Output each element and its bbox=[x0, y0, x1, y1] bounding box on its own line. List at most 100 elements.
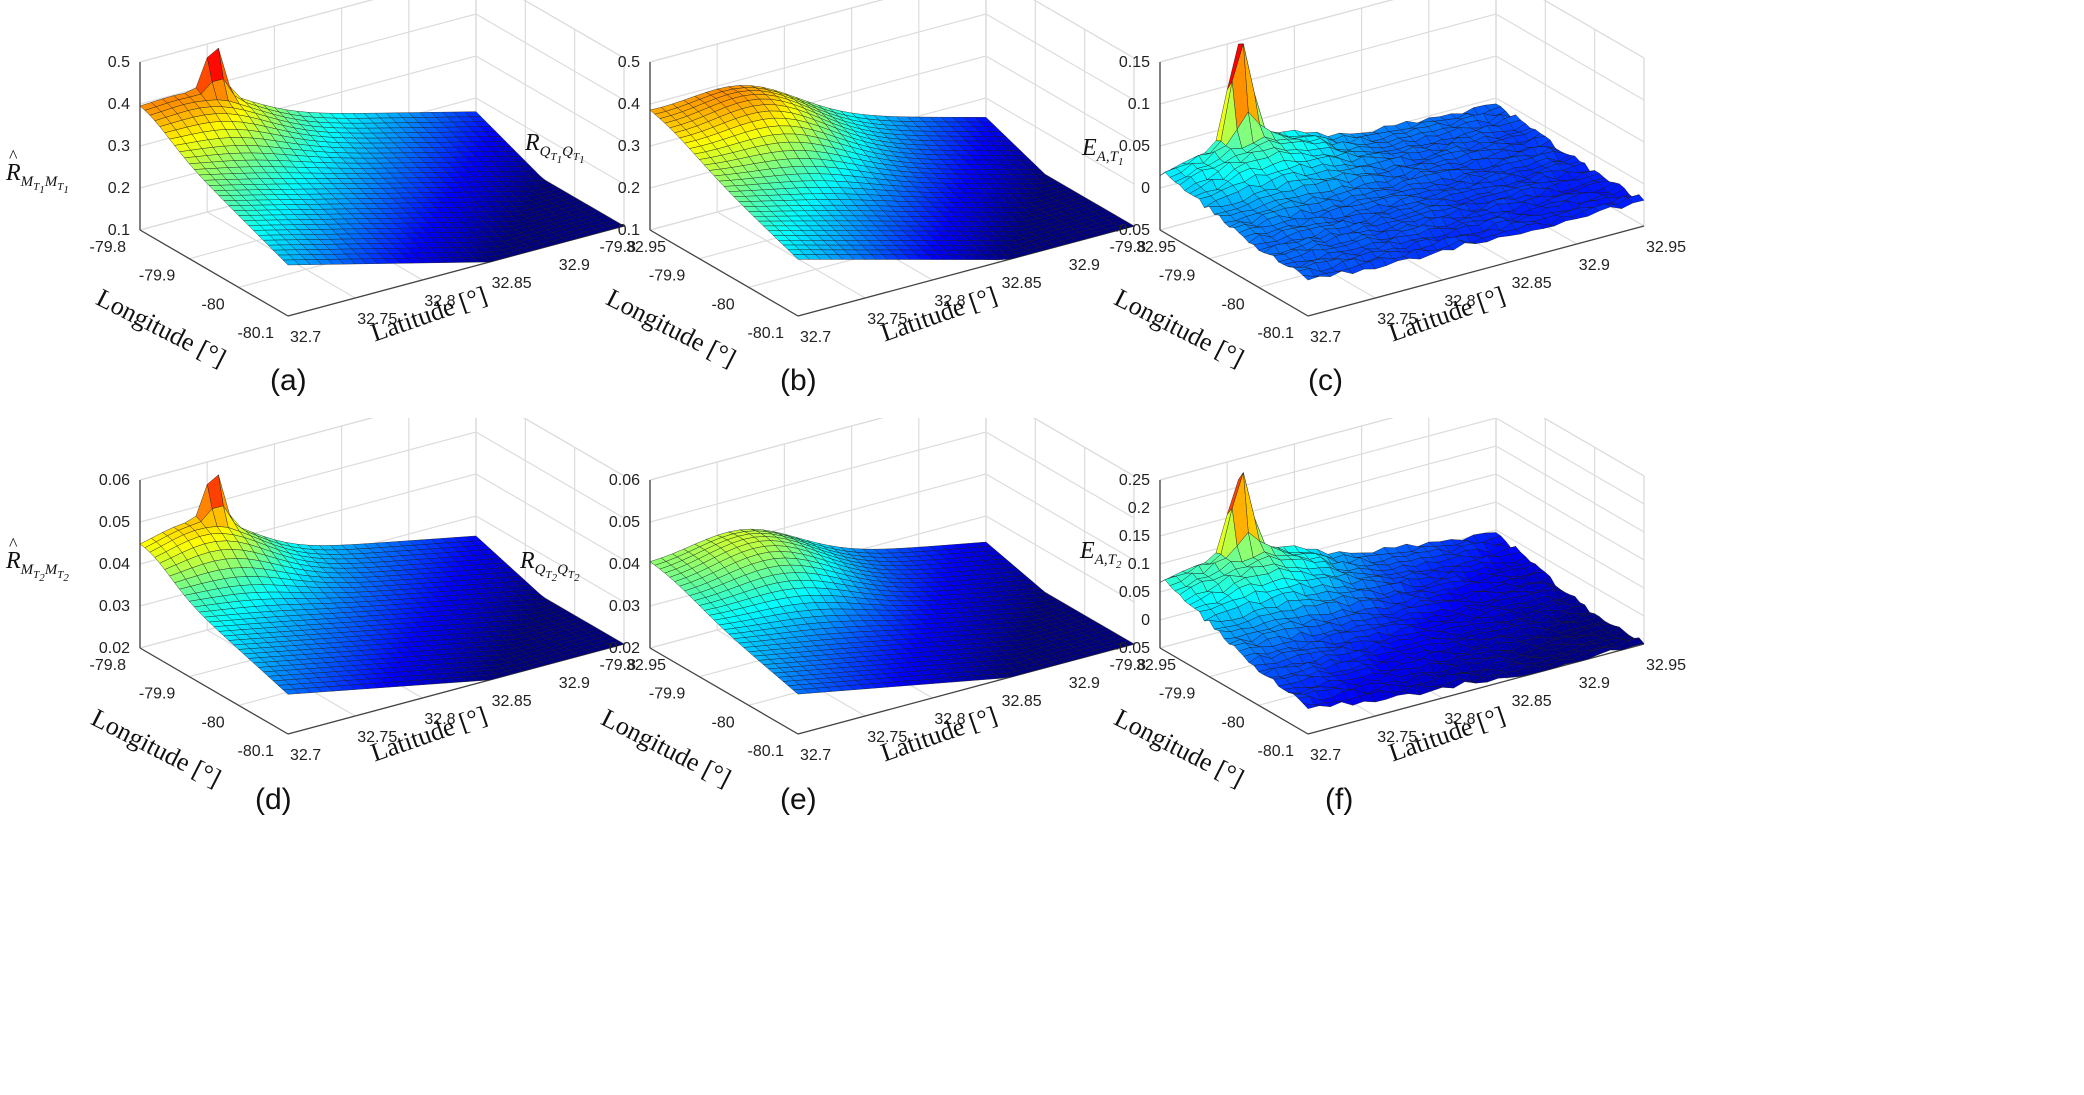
panel-c: -0.05 0 0.05 0.1 0.15 -79.8 -79.9 -80 -80.1 32.7 3… bbox=[1020, 0, 1700, 545]
ztick-label: 0.05 bbox=[609, 514, 640, 531]
ytick-label: 32.9 bbox=[1579, 257, 1610, 274]
pane-edge bbox=[1159, 418, 1394, 481]
xtick-label: -79.8 bbox=[90, 239, 127, 256]
ytick-label: 32.8 bbox=[934, 711, 965, 728]
surface-cell bbox=[282, 688, 300, 695]
ztick-label: 0.1 bbox=[1128, 96, 1150, 113]
ytick-label: 32.8 bbox=[1444, 711, 1475, 728]
ztick-label: 0.05 bbox=[99, 514, 130, 531]
ztick-label: -0.05 bbox=[1114, 222, 1151, 239]
ztick-label: 0.2 bbox=[108, 180, 130, 197]
ztick-label: -0.05 bbox=[1114, 640, 1151, 657]
ytick-label: 32.9 bbox=[1069, 257, 1100, 274]
surface-f bbox=[1159, 471, 1645, 709]
xtick-label: -80 bbox=[1222, 714, 1245, 731]
panel-e: 0.02 0.03 0.04 0.05 0.06 -79.8 -79.9 -80 -80.1 32… bbox=[510, 418, 1190, 963]
caption-e: (e) bbox=[780, 783, 817, 816]
ztick-label: 0.5 bbox=[618, 54, 640, 71]
ytick-label: 32.9 bbox=[1579, 675, 1610, 692]
surface-cell bbox=[792, 688, 810, 695]
ztick-label: 0.15 bbox=[1119, 54, 1150, 71]
panel-a: 0.1 0.2 0.3 0.4 0.5 -79.8 -79.9 -80 -80.1 32.7 32.… bbox=[0, 0, 680, 545]
ytick-label: 32.7 bbox=[800, 747, 831, 764]
ztick-label: 0.2 bbox=[1128, 500, 1150, 517]
zgrid-line bbox=[1159, 0, 1645, 63]
ztick-label: 0.25 bbox=[1119, 472, 1150, 489]
ztick-label: 0.03 bbox=[609, 598, 640, 615]
ytick-label: 32.75 bbox=[867, 729, 907, 746]
ytick-label: 32.95 bbox=[626, 239, 666, 256]
zaxis-label-c: EA,T1 bbox=[1082, 135, 1124, 168]
surface-d bbox=[139, 474, 625, 695]
xtick-label: -79.9 bbox=[649, 268, 686, 285]
ztick-label: 0.15 bbox=[1119, 528, 1150, 545]
x-axis-line bbox=[649, 229, 799, 317]
ytick-label: 32.8 bbox=[424, 293, 455, 310]
panel-d: 0.02 0.03 0.04 0.05 0.06 -79.8 -79.9 -80 -80.1 32… bbox=[0, 418, 680, 963]
ztick-label: 0 bbox=[1141, 612, 1150, 629]
ztick-label: 0.06 bbox=[99, 472, 130, 489]
ytick-label: 32.85 bbox=[1512, 275, 1552, 292]
ytick-label: 32.75 bbox=[357, 729, 397, 746]
ytick-label: 32.9 bbox=[1069, 675, 1100, 692]
surface-cell bbox=[792, 254, 810, 260]
xtick-label: -79.9 bbox=[139, 686, 176, 703]
ytick-label: 32.9 bbox=[559, 257, 590, 274]
zaxis-label-e: RQT2QT2 bbox=[520, 548, 580, 584]
ytick-label: 32.75 bbox=[1377, 729, 1417, 746]
ytick-label: 32.95 bbox=[1136, 239, 1176, 256]
ztick-label: 0.05 bbox=[1119, 584, 1150, 601]
x-axis-line bbox=[1159, 229, 1309, 317]
pane-edge bbox=[649, 0, 884, 63]
zgrid-line bbox=[1159, 418, 1645, 509]
ytick-label: 32.7 bbox=[1310, 747, 1341, 764]
ytick-label: 32.9 bbox=[559, 675, 590, 692]
x-axis-line bbox=[139, 229, 289, 317]
zaxis-label-a: RMT1MT1 bbox=[6, 146, 69, 196]
zaxis-label-d: RMT2MT2 bbox=[6, 534, 69, 584]
ytick-label: 32.95 bbox=[626, 657, 666, 674]
panel-f: -0.05 0 0.05 0.1 0.15 0.2 0.25 -79.8 -79.9 -80 -80… bbox=[1020, 418, 1700, 963]
ytick-label: 32.7 bbox=[290, 747, 321, 764]
ztick-label: 0.05 bbox=[1119, 138, 1150, 155]
caption-c: (c) bbox=[1308, 364, 1343, 397]
xtick-label: -79.9 bbox=[139, 268, 176, 285]
ztick-label: 0.04 bbox=[99, 556, 130, 573]
xtick-label: -80 bbox=[712, 296, 735, 313]
surface-plot-a: 0.10.20.30.40.5-79.8-79.9-80-80.1 32.732.… bbox=[90, 0, 666, 346]
ztick-label: 0 bbox=[1141, 180, 1150, 197]
xtick-label: -79.9 bbox=[649, 686, 686, 703]
ytick-label: 32.7 bbox=[1310, 329, 1341, 346]
ytick-label: 32.85 bbox=[1512, 693, 1552, 710]
pane-edge bbox=[1542, 418, 1645, 477]
zaxis-label-b: RQT1QT1 bbox=[525, 130, 585, 166]
ytick-label: 32.75 bbox=[1377, 311, 1417, 328]
ytick-label: 32.85 bbox=[1002, 693, 1042, 710]
ytick-label: 32.95 bbox=[1136, 657, 1176, 674]
ztick-label: 0.1 bbox=[1128, 556, 1150, 573]
xtick-label: -80.1 bbox=[1258, 743, 1295, 760]
ytick-label: 32.75 bbox=[357, 311, 397, 328]
surface-e bbox=[649, 528, 1135, 695]
ztick-label: 0.4 bbox=[618, 96, 640, 113]
xtick-label: -80 bbox=[1222, 296, 1245, 313]
xtick-label: -79.8 bbox=[1110, 657, 1147, 674]
panel-b: 0.1 0.2 0.3 0.4 0.5 -79.8 -79.9 -80 -80.1 32.7 32.… bbox=[510, 0, 1190, 545]
ytick-label: 32.85 bbox=[492, 275, 532, 292]
xtick-label: -79.8 bbox=[90, 657, 127, 674]
ztick-label: 0.2 bbox=[618, 180, 640, 197]
surface-plot-e: 0.020.030.040.050.06-79.8-79.9-80-80.1 32… bbox=[600, 418, 1176, 764]
x-axis-line bbox=[649, 647, 799, 735]
ztick-label: 0.3 bbox=[618, 138, 640, 155]
ytick-label: 32.8 bbox=[1444, 293, 1475, 310]
ytick-label: 32.8 bbox=[934, 293, 965, 310]
xtick-label: -80 bbox=[712, 714, 735, 731]
pane-edge bbox=[649, 418, 884, 481]
x-axis-line bbox=[139, 647, 289, 735]
surface-cell bbox=[1302, 275, 1320, 281]
pane-edge bbox=[1159, 0, 1394, 63]
ztick-label: 0.04 bbox=[609, 556, 640, 573]
ytick-label: 32.85 bbox=[492, 693, 532, 710]
ytick-label: 32.75 bbox=[867, 311, 907, 328]
ytick-label: 32.85 bbox=[1002, 275, 1042, 292]
